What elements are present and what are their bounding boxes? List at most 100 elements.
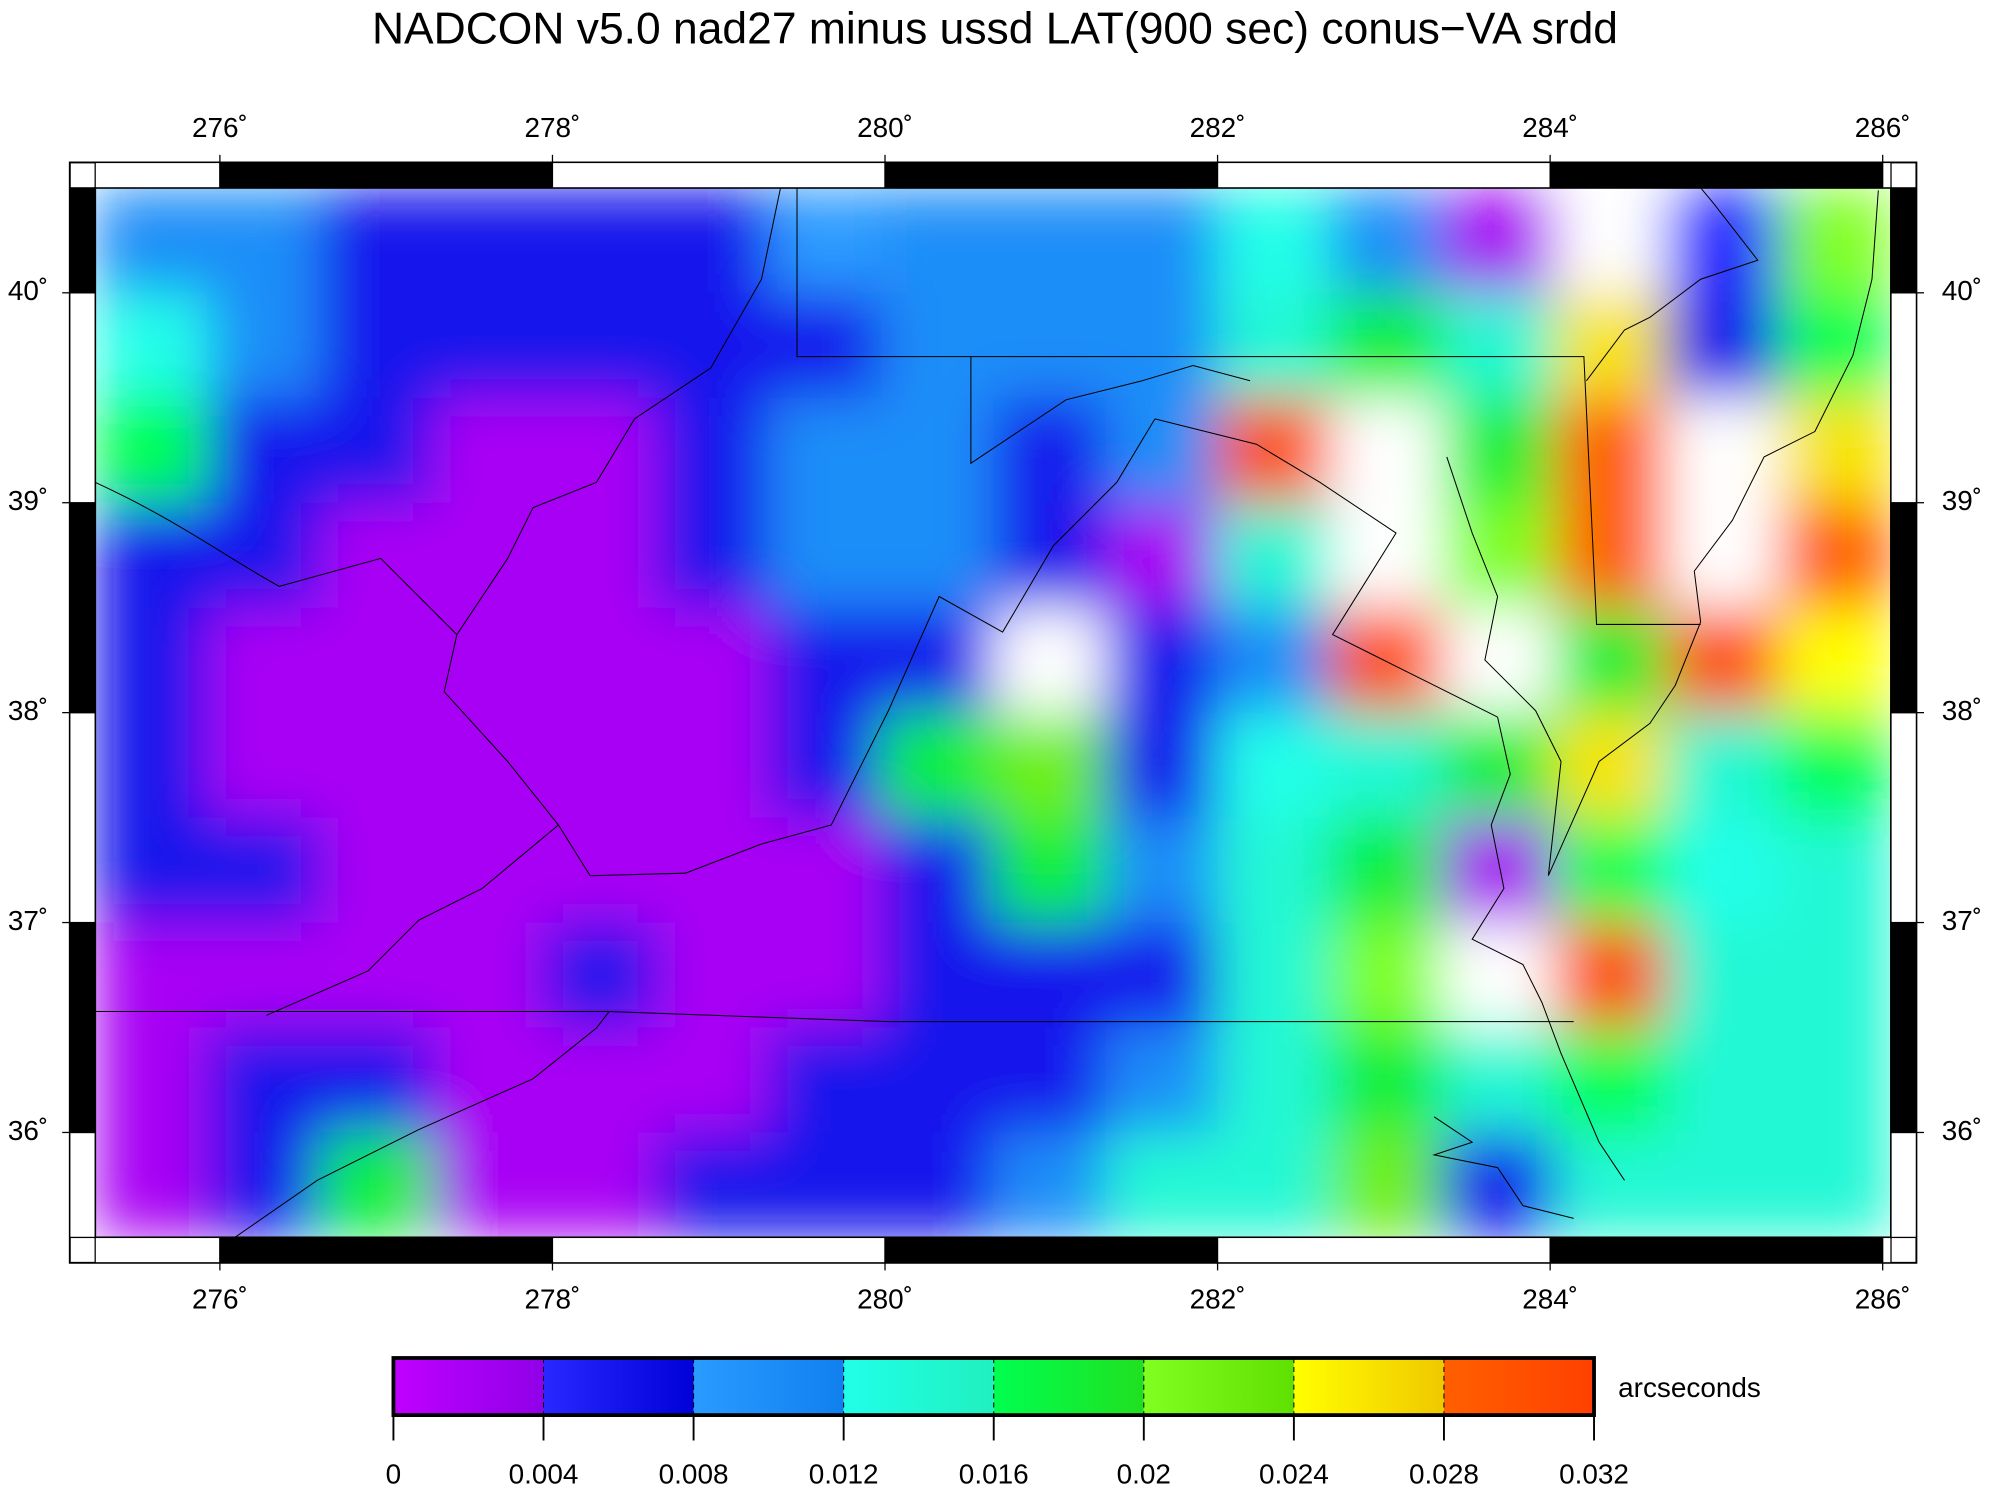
grid-cell <box>544 187 658 294</box>
frame-segment <box>1890 502 1918 714</box>
grid-cell <box>1778 922 1892 1029</box>
grid-cell <box>95 187 209 294</box>
colorbar-band <box>993 1357 1144 1416</box>
wv-outline <box>443 187 1156 877</box>
grid-cell <box>319 502 433 609</box>
grid-cell <box>319 817 433 924</box>
grid-cell <box>319 1132 433 1238</box>
grid-cell <box>1442 1027 1555 1134</box>
grid-cell <box>431 397 545 504</box>
grid-cell <box>95 922 209 1029</box>
frame-segment <box>69 712 96 924</box>
frame-segment <box>1882 1236 1892 1264</box>
grid-cell <box>95 397 209 504</box>
grid-cell <box>656 292 770 399</box>
grid-cell <box>1778 817 1892 924</box>
frame-segment <box>219 1236 554 1264</box>
grid-cell <box>1217 607 1331 714</box>
grid-cell <box>768 502 882 609</box>
field <box>95 187 1892 1238</box>
grid-cell <box>431 502 545 609</box>
grid-cell <box>1217 712 1331 819</box>
grid-cell <box>1666 607 1780 714</box>
grid-cell <box>768 922 882 1029</box>
grid-cell <box>1666 502 1780 609</box>
frame-segment <box>1216 1236 1551 1264</box>
grid-cell <box>1105 1027 1219 1134</box>
grid-cell <box>768 817 882 924</box>
grid-cell <box>1554 502 1668 609</box>
frame <box>68 161 1918 1264</box>
grid-cell <box>1105 187 1219 294</box>
grid-cell <box>544 502 658 609</box>
grid-cell <box>656 922 770 1029</box>
grid-cell <box>656 817 770 924</box>
grid-cell <box>880 397 994 504</box>
va-ky-border <box>266 824 559 1016</box>
frame-segment <box>1890 187 1918 294</box>
frame-segment <box>94 1236 221 1264</box>
y-tick-label: 37˚ <box>8 905 48 936</box>
grid-cell <box>1105 607 1219 714</box>
grid-cell <box>1778 712 1892 819</box>
grid-cell <box>1329 397 1443 504</box>
grid-cell <box>993 502 1106 609</box>
grid-cell <box>656 1132 770 1238</box>
grid-cell <box>1442 922 1555 1029</box>
colorbar-label: arcseconds <box>1618 1372 1761 1403</box>
grid-cell <box>1329 502 1443 609</box>
frame-segment <box>1890 712 1918 924</box>
y-tick-label: 36˚ <box>8 1115 48 1146</box>
grid-cell <box>319 1027 433 1134</box>
x-tick-label: 286˚ <box>1855 1283 1911 1314</box>
grid-cell <box>207 1132 321 1238</box>
potomac <box>1154 418 1498 718</box>
colorbar-tick-label: 0.008 <box>659 1458 729 1489</box>
grid-cell <box>1778 502 1892 609</box>
grid-cell <box>1217 397 1331 504</box>
grid-cell <box>1105 397 1219 504</box>
grid-cell <box>993 712 1106 819</box>
colorbar-tick-label: 0.032 <box>1559 1458 1629 1489</box>
grid-cell <box>1554 607 1668 714</box>
grid-cell <box>207 1027 321 1134</box>
grid-cell <box>993 607 1106 714</box>
boundaries <box>94 187 1879 1238</box>
grid-cell <box>656 187 770 294</box>
grid-cell <box>880 502 994 609</box>
grid-cell <box>1329 187 1443 294</box>
grid-cell <box>1105 1132 1219 1238</box>
colorbar-band <box>1143 1357 1294 1416</box>
grid-cell <box>1666 1132 1780 1238</box>
grid-cell <box>880 292 994 399</box>
x-tick-label: 286˚ <box>1855 112 1911 143</box>
grid-cell <box>1217 502 1331 609</box>
frame-segment <box>69 502 96 714</box>
grid-cell <box>1666 922 1780 1029</box>
grid-cell <box>95 1027 209 1134</box>
grid-cell <box>1217 187 1331 294</box>
grid-cell <box>1329 1132 1443 1238</box>
colorbar-tick-label: 0.024 <box>1259 1458 1329 1489</box>
chesapeake-east <box>1446 190 1879 876</box>
grid-cell <box>319 292 433 399</box>
va-nc-border <box>95 1011 1574 1023</box>
grid-cell <box>544 292 658 399</box>
grid-cell <box>1442 292 1555 399</box>
frame-segment <box>69 1131 96 1239</box>
x-tick-label: 282˚ <box>1190 1283 1246 1314</box>
grid-cell <box>207 397 321 504</box>
grid-cell <box>95 1132 209 1238</box>
grid-cell <box>207 502 321 609</box>
colorbar-band <box>693 1357 844 1416</box>
colorbar-band <box>843 1357 994 1416</box>
y-tick-label: 38˚ <box>1942 695 1982 726</box>
grid-cell <box>993 397 1106 504</box>
grid-cell <box>768 712 882 819</box>
colorbar-band <box>543 1357 694 1416</box>
grid-cell <box>1105 712 1219 819</box>
grid-cell <box>993 1132 1106 1238</box>
nc-sounds <box>1432 1116 1574 1219</box>
colorbar-tick-label: 0.028 <box>1409 1458 1479 1489</box>
